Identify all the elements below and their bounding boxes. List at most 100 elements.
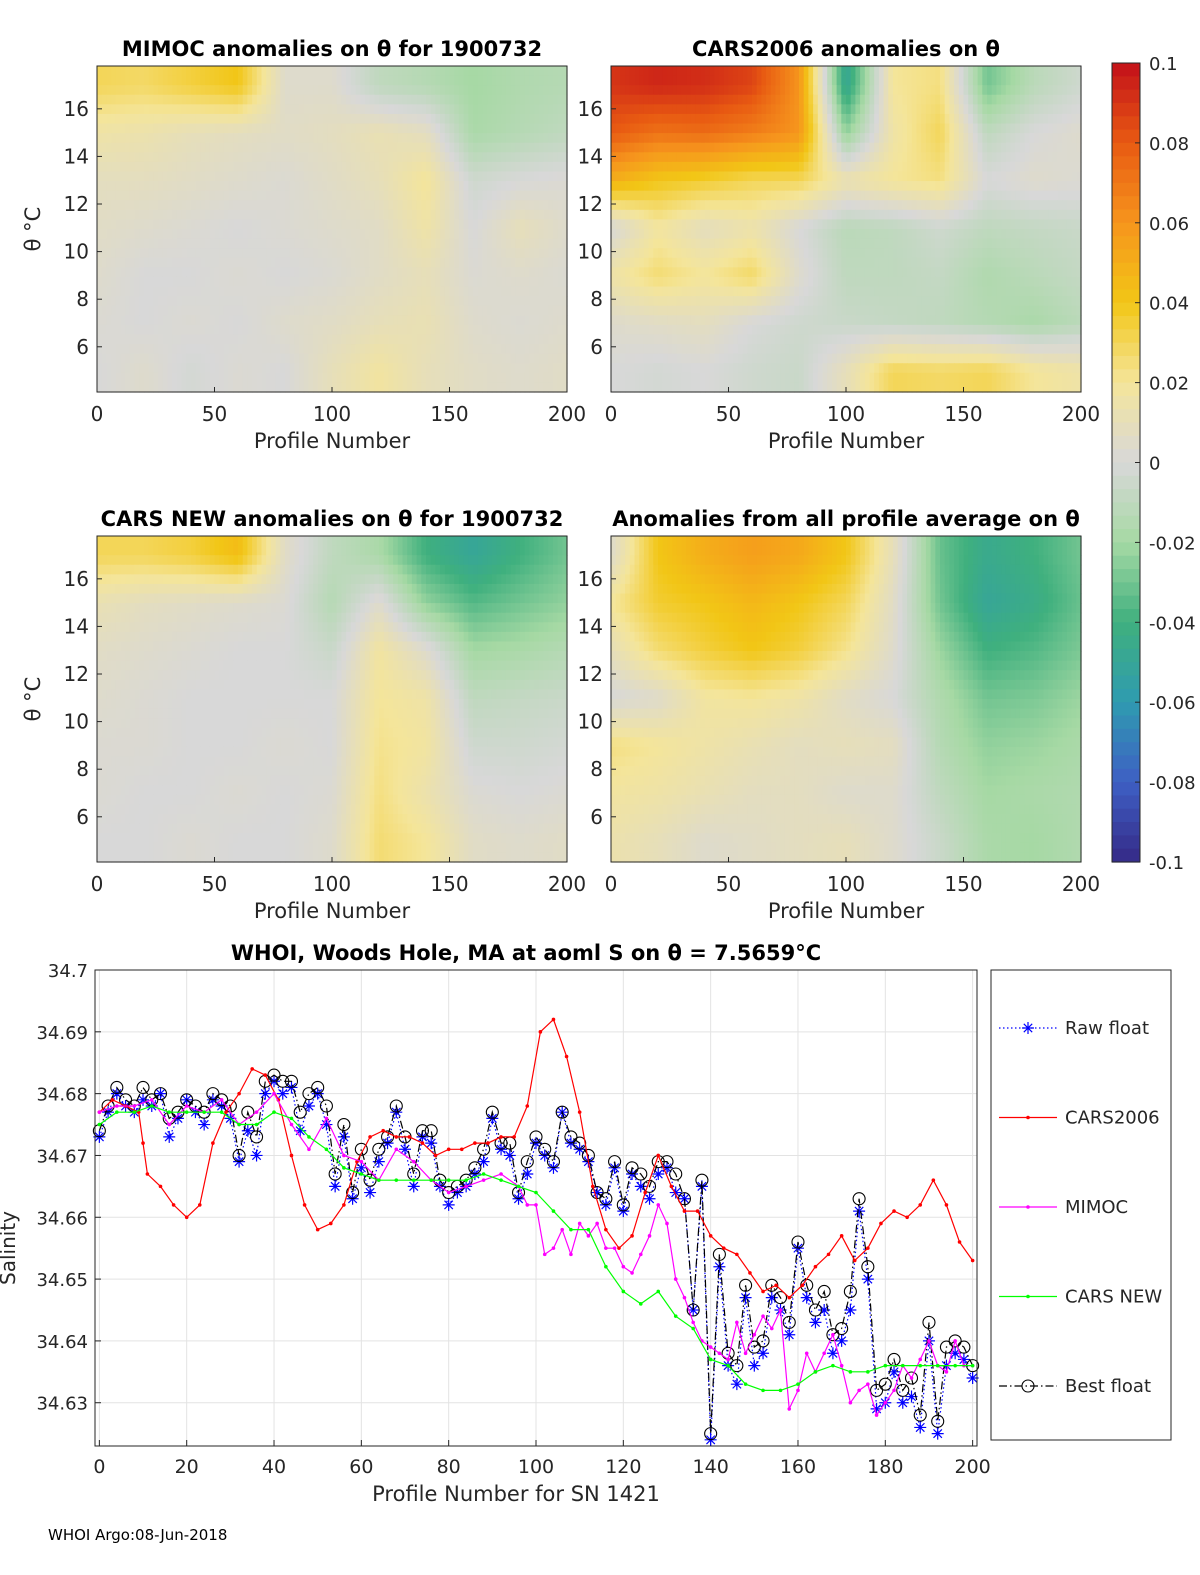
anomaly-cell	[355, 152, 361, 163]
anomaly-cell	[1001, 113, 1007, 125]
anomaly-cell	[458, 324, 465, 336]
anomaly-cell	[520, 209, 526, 221]
anomaly-cell	[991, 190, 997, 201]
anomaly-cell	[761, 113, 767, 125]
anomaly-cell	[411, 296, 418, 307]
anomaly-cell	[529, 181, 535, 192]
anomaly-cell	[991, 133, 997, 144]
anomaly-cell	[317, 238, 324, 249]
anomaly-cell	[775, 152, 781, 163]
anomaly-cell	[308, 209, 314, 221]
anomaly-cell	[548, 190, 554, 201]
anomaly-cell	[473, 229, 479, 240]
anomaly-cell	[388, 66, 394, 77]
anomaly-cell	[780, 142, 786, 153]
anomaly-cell	[1005, 152, 1012, 163]
anomaly-cell	[667, 142, 673, 153]
anomaly-cell	[299, 85, 305, 96]
anomaly-cell	[115, 66, 122, 77]
anomaly-cell	[1029, 133, 1035, 144]
anomaly-cell	[252, 324, 258, 336]
anomaly-cell	[228, 276, 234, 288]
anomaly-cell	[393, 181, 399, 192]
anomaly-cell	[115, 219, 122, 230]
anomaly-cell	[1015, 152, 1021, 163]
anomaly-cell	[562, 113, 568, 125]
anomaly-cell	[850, 66, 856, 77]
anomaly-cell	[228, 363, 234, 374]
anomaly-cell	[322, 104, 328, 115]
anomaly-cell	[120, 171, 126, 182]
anomaly-cell	[219, 267, 225, 278]
anomaly-cell	[134, 353, 140, 364]
anomaly-cell	[148, 152, 154, 163]
anomaly-cell	[752, 94, 758, 105]
anomaly-cell	[520, 75, 526, 86]
anomaly-cell	[144, 248, 150, 259]
anomaly-cell	[982, 85, 988, 96]
anomaly-cell	[106, 344, 112, 355]
anomaly-cell	[214, 382, 220, 393]
anomaly-cell	[501, 190, 507, 201]
anomaly-cell	[935, 85, 941, 96]
anomaly-cell	[897, 181, 903, 192]
anomaly-cell	[496, 229, 502, 240]
anomaly-cell	[893, 161, 899, 173]
anomaly-cell	[520, 305, 526, 316]
anomaly-cell	[379, 152, 385, 163]
anomaly-cell	[643, 152, 650, 163]
anomaly-cell	[280, 133, 286, 144]
anomaly-cell	[643, 75, 650, 86]
anomaly-cell	[775, 75, 781, 86]
anomaly-cell	[1019, 190, 1026, 201]
anomaly-cell	[780, 190, 786, 201]
anomaly-cell	[186, 75, 192, 86]
anomaly-cell	[505, 113, 512, 125]
anomaly-cell	[430, 248, 436, 259]
anomaly-cell	[813, 133, 819, 144]
anomaly-cell	[501, 315, 507, 326]
anomaly-cell	[855, 104, 861, 115]
anomaly-cell	[662, 104, 668, 115]
anomaly-cell	[780, 161, 786, 173]
anomaly-cell	[897, 171, 903, 182]
anomaly-cell	[940, 123, 946, 134]
anomaly-cell	[827, 161, 833, 173]
anomaly-cell	[209, 171, 216, 182]
anomaly-cell	[700, 94, 706, 105]
anomaly-cell	[266, 334, 272, 345]
anomaly-cell	[1010, 75, 1016, 86]
anomaly-cell	[557, 209, 563, 221]
anomaly-cell	[855, 113, 861, 125]
anomaly-cell	[841, 123, 847, 134]
anomaly-cell	[1052, 113, 1059, 125]
anomaly-cell	[346, 296, 352, 307]
anomaly-cell	[256, 353, 263, 364]
anomaly-cell	[534, 123, 540, 134]
anomaly-cell	[860, 190, 866, 201]
anomaly-cell	[280, 372, 286, 384]
anomaly-cell	[477, 171, 483, 182]
anomaly-cell	[294, 238, 300, 249]
anomaly-cell	[139, 133, 145, 144]
anomaly-cell	[299, 219, 305, 230]
anomaly-cell	[214, 123, 220, 134]
anomaly-cell	[195, 276, 201, 288]
anomaly-cell	[477, 305, 483, 316]
anomaly-cell	[125, 113, 131, 125]
anomaly-cell	[186, 209, 192, 221]
anomaly-cell	[1019, 200, 1026, 211]
anomaly-cell	[520, 113, 526, 125]
anomaly-cell	[491, 209, 498, 221]
anomaly-cell	[1024, 133, 1030, 144]
anomaly-cell	[176, 200, 183, 211]
anomaly-cell	[543, 296, 549, 307]
anomaly-cell	[148, 200, 154, 211]
anomaly-cell	[374, 219, 380, 230]
anomaly-cell	[714, 142, 720, 153]
anomaly-cell	[552, 229, 559, 240]
anomaly-cell	[383, 123, 389, 134]
anomaly-cell	[458, 94, 465, 105]
anomaly-cell	[780, 200, 786, 211]
anomaly-cell	[426, 238, 432, 249]
